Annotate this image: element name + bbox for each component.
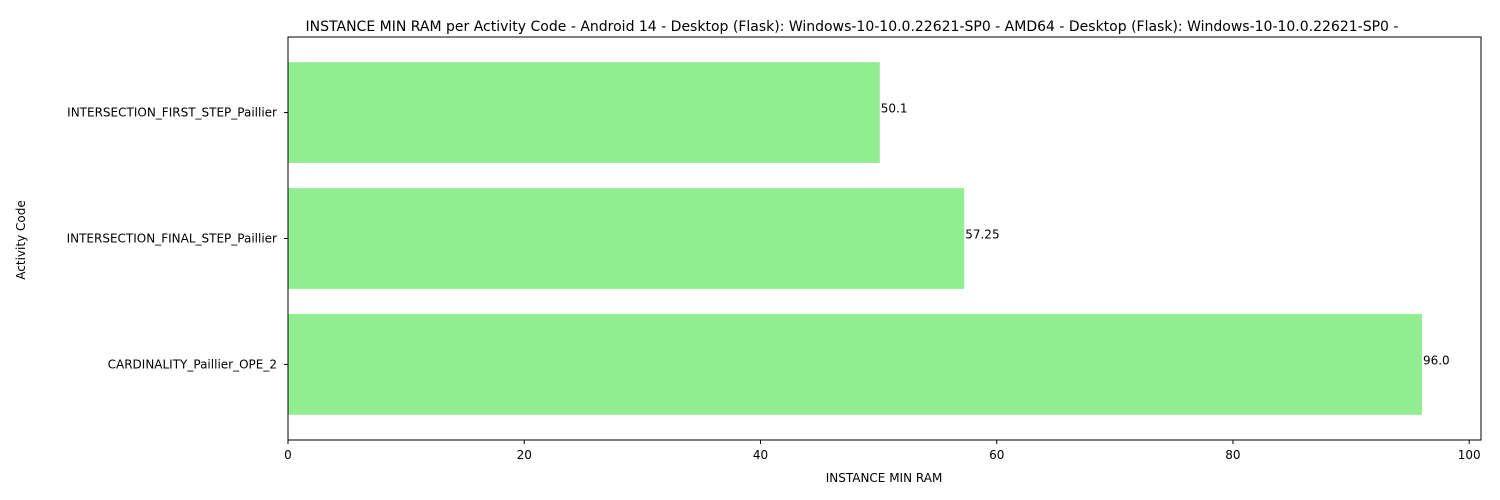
x-axis: 0 20 40 60 80 100 [284, 440, 1481, 462]
bars-layer [288, 62, 1422, 415]
data-label-INTERSECTION_FINAL_STEP_Paillier: 57.25 [965, 228, 999, 242]
data-label-INTERSECTION_FIRST_STEP_Paillier: 50.1 [881, 102, 908, 116]
x-tick-label: 20 [517, 448, 532, 462]
x-tick-label: 40 [753, 448, 768, 462]
x-tick-label: 80 [1225, 448, 1240, 462]
x-tick-label: 0 [284, 448, 292, 462]
y-tick-label: INTERSECTION_FINAL_STEP_Paillier [67, 232, 277, 246]
y-tick-label: CARDINALITY_Paillier_OPE_2 [108, 357, 277, 371]
y-axis-label: Activity Code [14, 200, 28, 279]
y-tick-label: INTERSECTION_FIRST_STEP_Paillier [67, 106, 277, 120]
chart-title: INSTANCE MIN RAM per Activity Code - And… [306, 19, 1399, 35]
x-tick-label: 60 [989, 448, 1004, 462]
y-axis: CARDINALITY_Paillier_OPE_2 INTERSECTION_F… [67, 106, 288, 371]
x-axis-label: INSTANCE MIN RAM [826, 471, 943, 485]
bar-INTERSECTION_FIRST_STEP_Paillier [288, 62, 880, 163]
x-tick-label: 100 [1458, 448, 1481, 462]
data-labels-layer: 96.0 57.25 50.1 [881, 102, 1450, 368]
bar-CARDINALITY_Paillier_OPE_2 [288, 314, 1422, 415]
bar-INTERSECTION_FINAL_STEP_Paillier [288, 188, 965, 289]
data-label-CARDINALITY_Paillier_OPE_2: 96.0 [1423, 353, 1450, 367]
